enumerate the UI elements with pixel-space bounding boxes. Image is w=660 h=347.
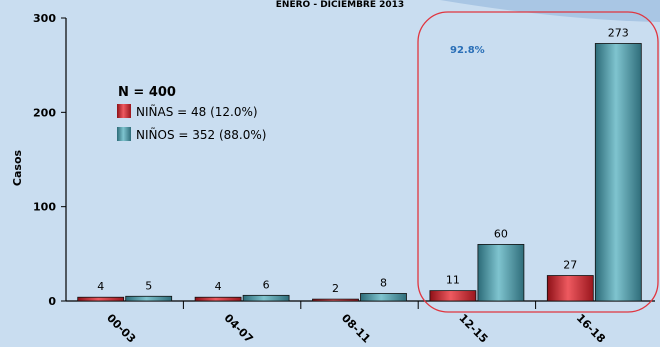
axes: 0 100 200 300 (33, 12, 655, 309)
bar-ninas-12-15 (429, 290, 477, 302)
bar-ninos-00-03 (125, 295, 173, 302)
bar-ninas-00-03 (77, 296, 125, 302)
data-label-ninos-12-15: 60 (494, 227, 508, 240)
legend-swatch-ninos (117, 127, 131, 141)
data-label-ninos-00-03: 5 (145, 279, 152, 292)
bar-ninas-16-18 (546, 275, 594, 302)
legend-swatch-ninas (117, 104, 131, 118)
bars-group (77, 43, 642, 302)
bar-ninas-08-11 (312, 298, 359, 302)
data-label-ninos-04-07: 6 (263, 278, 270, 291)
x-tick-label-00-03: 00-03 (104, 311, 138, 345)
x-tick-label-12-15: 12-15 (456, 311, 490, 345)
bar-ninas-04-07 (194, 296, 242, 302)
legend-entry-ninas: NIÑAS = 48 (12.0%) (136, 104, 258, 119)
y-tick-label: 0 (48, 295, 56, 308)
bar-ninos-04-07 (242, 294, 290, 302)
y-axis-label: Casos (11, 149, 24, 186)
x-tick-label-16-18: 16-18 (574, 311, 608, 345)
bar-ninos-08-11 (360, 293, 407, 302)
data-label-ninos-16-18: 273 (608, 26, 629, 39)
percentage-annotation: 92.8% (450, 45, 485, 56)
data-label-ninas-08-11: 2 (332, 282, 339, 295)
data-label-ninos-08-11: 8 (380, 276, 387, 289)
data-label-ninas-04-07: 4 (215, 280, 222, 293)
data-label-ninas-12-15: 11 (446, 274, 460, 287)
data-label-ninas-16-18: 27 (563, 259, 577, 272)
y-tick-label: 100 (33, 201, 56, 214)
legend-entry-ninos: NIÑOS = 352 (88.0%) (136, 127, 266, 142)
legend-title: N = 400 (118, 85, 176, 100)
bar-ninos-16-18 (594, 43, 642, 302)
highlight-box (417, 11, 659, 313)
legend: N = 400 NIÑAS = 48 (12.0%) NIÑOS = 352 (… (117, 85, 266, 142)
bar-ninos-12-15 (477, 243, 525, 302)
decorative-swoosh (440, 0, 660, 22)
chart-title: ENERO - DICIEMBRE 2013 (276, 0, 404, 10)
x-tick-label-08-11: 08-11 (339, 311, 373, 345)
y-tick-label: 300 (33, 12, 56, 25)
x-tick-label-04-07: 04-07 (222, 311, 256, 345)
data-label-ninas-00-03: 4 (97, 280, 104, 293)
y-tick-label: 200 (33, 106, 56, 119)
